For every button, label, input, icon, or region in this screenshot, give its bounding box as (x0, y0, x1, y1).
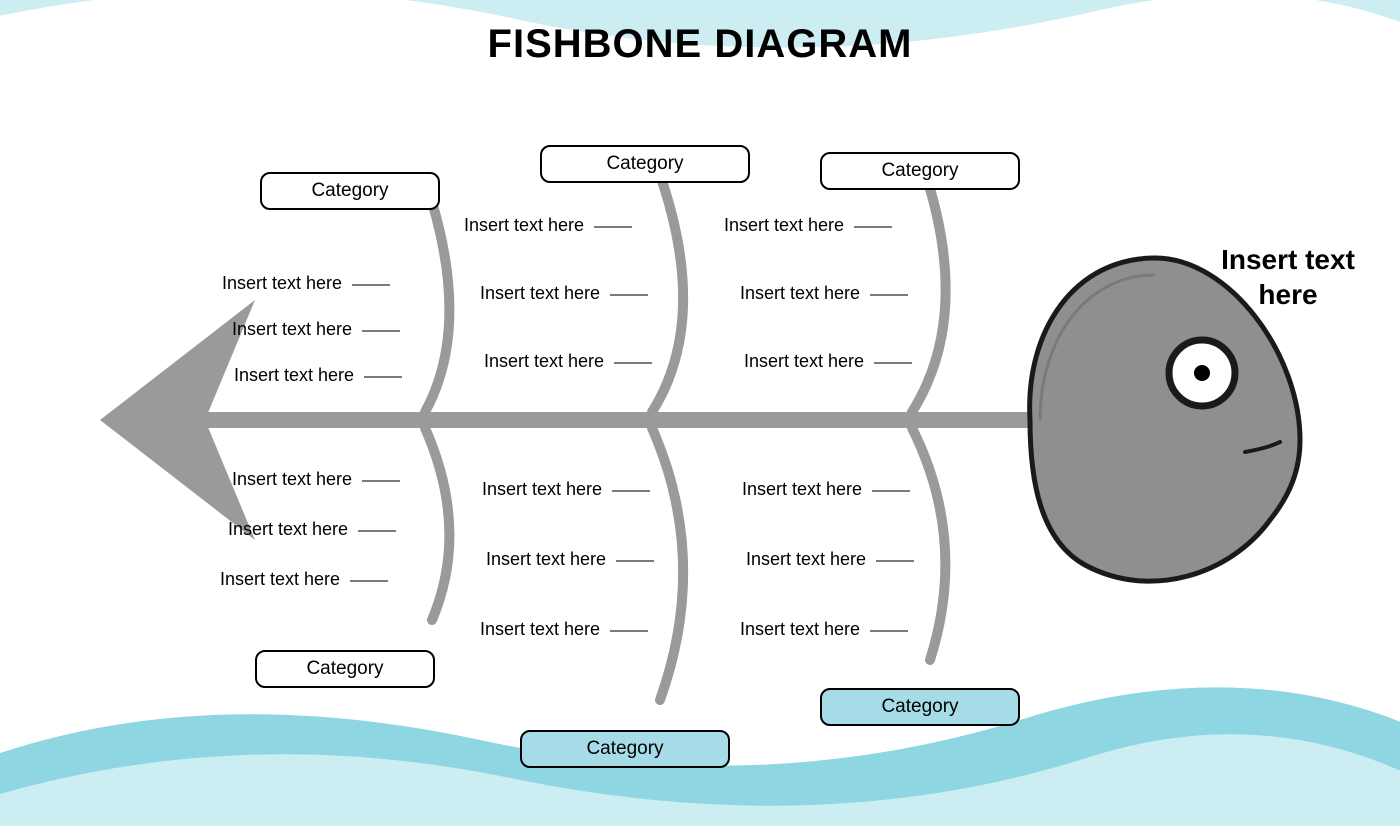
top-cause-text[interactable]: Insert text here (740, 283, 860, 304)
diagram-svg (0, 0, 1400, 826)
bottom-cause-text[interactable]: Insert text here (486, 549, 606, 570)
top-cause-tick (364, 376, 402, 378)
rib-bottom-3 (912, 428, 945, 660)
top-cause-tick (874, 362, 912, 364)
bottom-cause-tick (612, 490, 650, 492)
bottom-cause-text[interactable]: Insert text here (232, 469, 352, 490)
bottom-cause-text[interactable]: Insert text here (742, 479, 862, 500)
top-cause-tick (854, 226, 892, 228)
top-cause-tick (610, 294, 648, 296)
fishbone-diagram: FISHBONE DIAGRAM Category Category Categ… (0, 0, 1400, 826)
top-cause-tick (614, 362, 652, 364)
top-cause-tick (352, 284, 390, 286)
fish-head-shade (1040, 275, 1155, 420)
rib-bottom-1 (425, 428, 449, 620)
bottom-cause-text[interactable]: Insert text here (740, 619, 860, 640)
rib-top-2 (652, 175, 683, 412)
bottom-cause-text[interactable]: Insert text here (480, 619, 600, 640)
bottom-cause-tick (870, 630, 908, 632)
bottom-cause-tick (358, 530, 396, 532)
bottom-cause-text[interactable]: Insert text here (220, 569, 340, 590)
top-cause-tick (362, 330, 400, 332)
bottom-cause-tick (876, 560, 914, 562)
category-box-bottom-1[interactable]: Category (255, 650, 435, 688)
rib-top-3 (912, 182, 946, 412)
bottom-cause-text[interactable]: Insert text here (228, 519, 348, 540)
category-box-bottom-2[interactable]: Category (520, 730, 730, 768)
effect-label-line1: Insert text (1221, 244, 1355, 275)
category-box-top-3[interactable]: Category (820, 152, 1020, 190)
rib-top-1 (425, 202, 449, 412)
effect-label-line2: here (1258, 279, 1317, 310)
fish-eye-pupil (1194, 365, 1210, 381)
bottom-cause-tick (610, 630, 648, 632)
effect-label[interactable]: Insert text here (1188, 242, 1388, 312)
category-box-top-1[interactable]: Category (260, 172, 440, 210)
top-cause-text[interactable]: Insert text here (222, 273, 342, 294)
top-cause-tick (870, 294, 908, 296)
fish-spine (200, 412, 1040, 428)
fish-mouth (1245, 442, 1280, 452)
bottom-cause-text[interactable]: Insert text here (746, 549, 866, 570)
top-cause-text[interactable]: Insert text here (744, 351, 864, 372)
bottom-cause-tick (350, 580, 388, 582)
bottom-cause-tick (362, 480, 400, 482)
top-cause-text[interactable]: Insert text here (232, 319, 352, 340)
diagram-title: FISHBONE DIAGRAM (0, 22, 1400, 67)
category-box-top-2[interactable]: Category (540, 145, 750, 183)
category-box-bottom-3[interactable]: Category (820, 688, 1020, 726)
top-cause-tick (594, 226, 632, 228)
top-cause-text[interactable]: Insert text here (724, 215, 844, 236)
bottom-cause-text[interactable]: Insert text here (482, 479, 602, 500)
rib-bottom-2 (652, 428, 683, 700)
bottom-cause-tick (872, 490, 910, 492)
bottom-cause-tick (616, 560, 654, 562)
top-cause-text[interactable]: Insert text here (480, 283, 600, 304)
top-cause-text[interactable]: Insert text here (484, 351, 604, 372)
top-cause-text[interactable]: Insert text here (464, 215, 584, 236)
fish-eye-ring (1169, 340, 1235, 406)
top-cause-text[interactable]: Insert text here (234, 365, 354, 386)
